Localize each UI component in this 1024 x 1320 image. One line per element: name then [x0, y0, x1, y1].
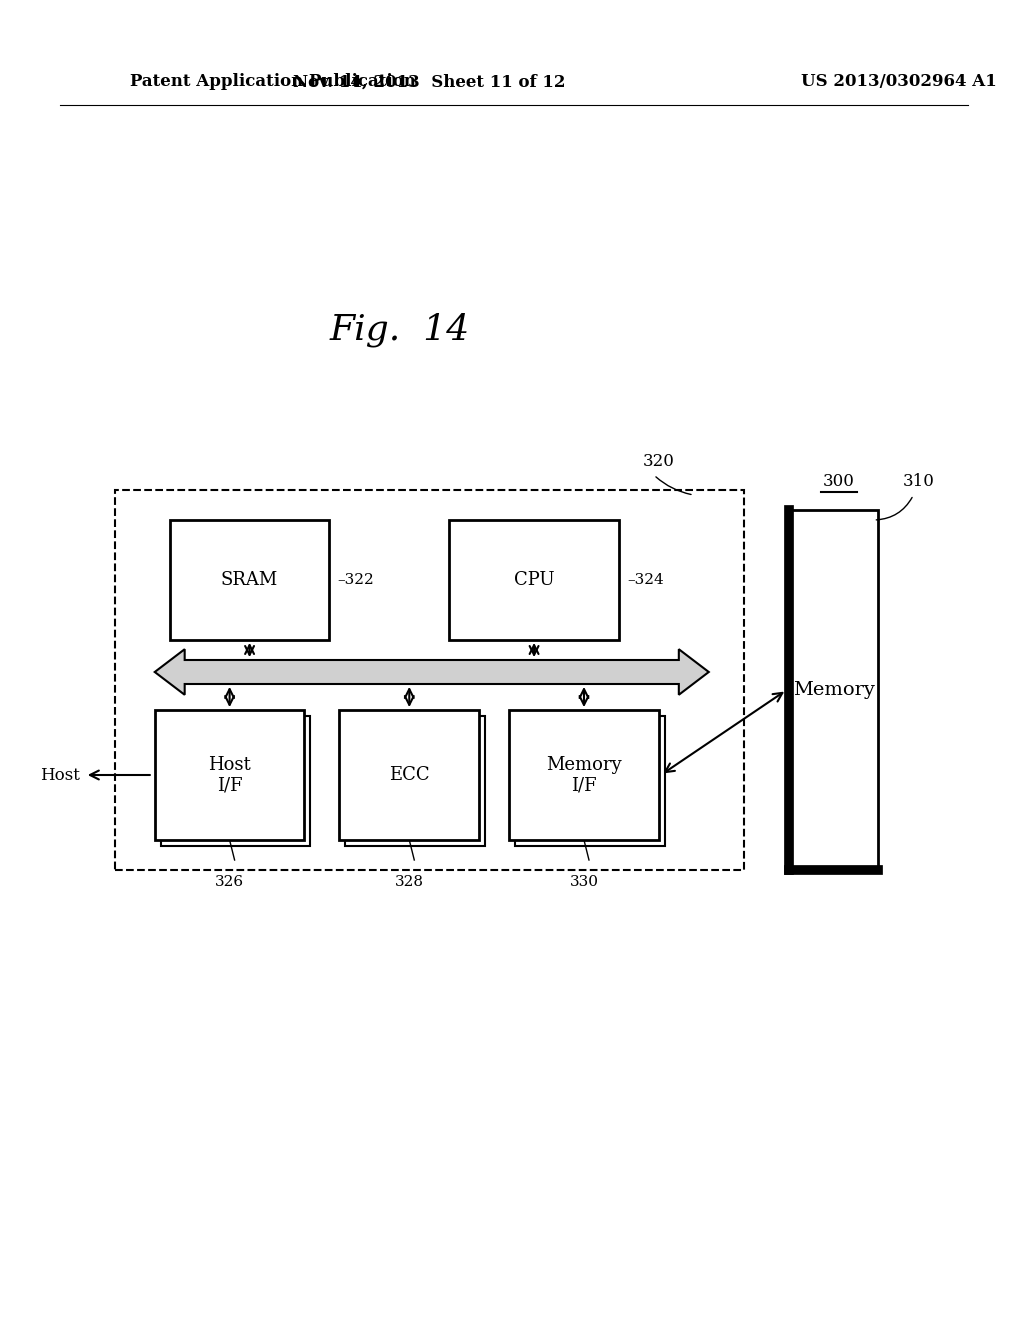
Text: CPU: CPU	[514, 572, 554, 589]
Bar	[170, 520, 330, 640]
Text: US 2013/0302964 A1: US 2013/0302964 A1	[801, 74, 996, 91]
Bar	[339, 710, 479, 840]
Text: 300: 300	[822, 473, 854, 490]
Text: 328: 328	[395, 875, 424, 888]
Text: 326: 326	[215, 875, 244, 888]
Text: Memory
I/F: Memory I/F	[546, 755, 622, 795]
Bar	[788, 510, 879, 870]
Bar	[509, 710, 658, 840]
Text: 310: 310	[902, 473, 934, 490]
Text: Nov. 14, 2013  Sheet 11 of 12: Nov. 14, 2013 Sheet 11 of 12	[293, 74, 565, 91]
Text: –324: –324	[627, 573, 664, 587]
Bar	[450, 520, 618, 640]
Text: Host: Host	[40, 767, 80, 784]
Bar	[515, 715, 665, 846]
Text: SRAM: SRAM	[221, 572, 279, 589]
Bar	[345, 715, 485, 846]
Text: Memory: Memory	[793, 681, 874, 700]
Polygon shape	[155, 649, 709, 694]
Text: –322: –322	[338, 573, 374, 587]
Bar	[115, 490, 743, 870]
Text: Fig.  14: Fig. 14	[329, 313, 469, 347]
Text: ECC: ECC	[389, 766, 430, 784]
Text: 330: 330	[569, 875, 598, 888]
Text: Host
I/F: Host I/F	[208, 755, 251, 795]
Text: Patent Application Publication: Patent Application Publication	[130, 74, 416, 91]
Bar	[155, 710, 304, 840]
Bar	[161, 715, 310, 846]
Text: 320: 320	[643, 453, 675, 470]
